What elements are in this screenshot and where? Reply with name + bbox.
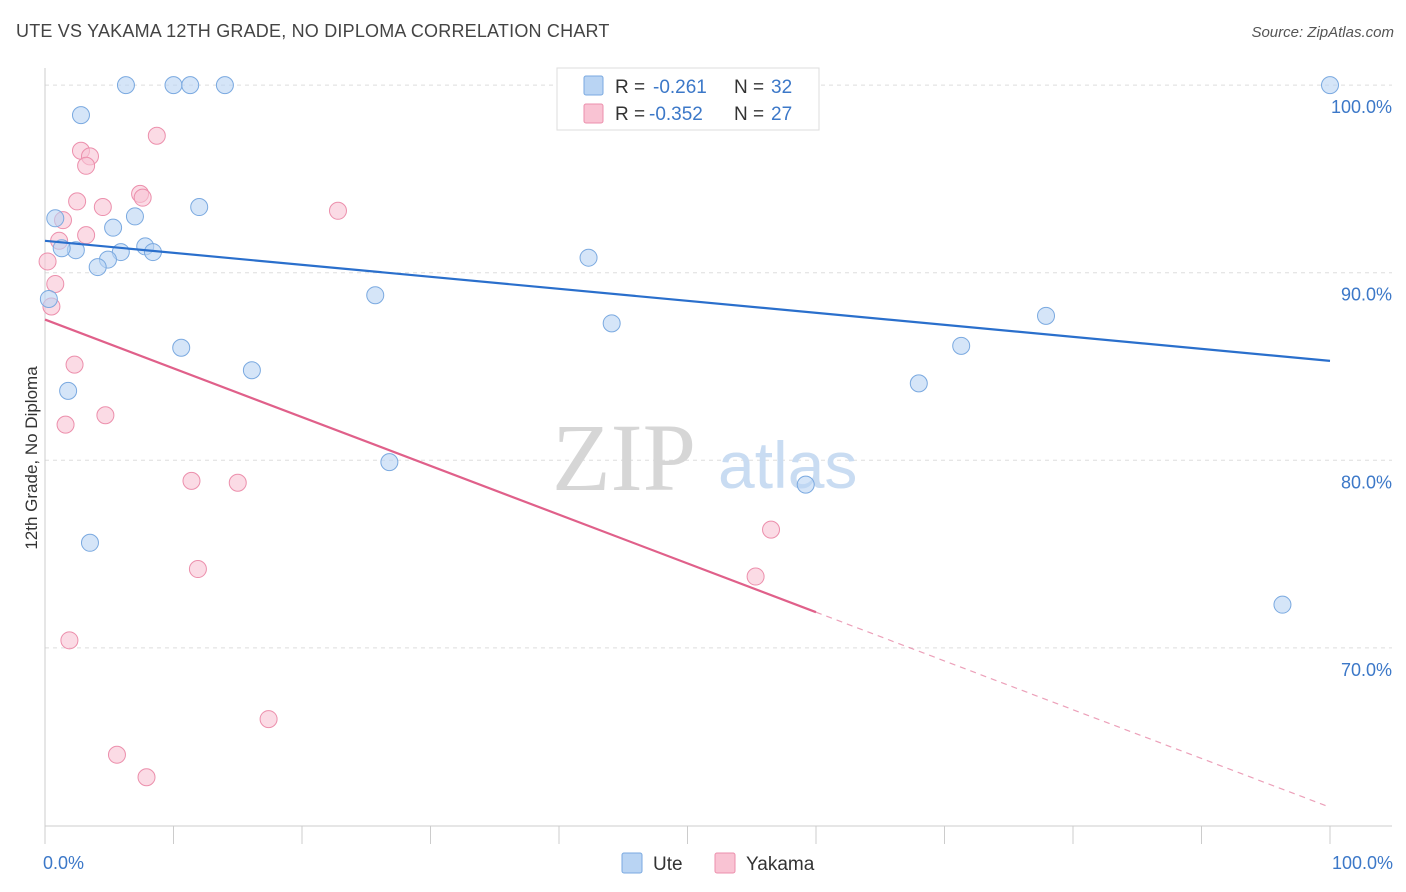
ute-point [181, 76, 200, 95]
ute-point [88, 258, 107, 277]
ute-point [796, 475, 815, 494]
ute-point [579, 248, 598, 267]
ute-point [1321, 76, 1339, 95]
yakama-point [56, 415, 75, 434]
ute-point [46, 209, 65, 228]
ute-point [366, 286, 385, 305]
yakama-point [746, 567, 765, 586]
ute-point [52, 239, 71, 258]
watermark-atlas: atlas [718, 428, 857, 502]
ute-point [71, 106, 90, 125]
ute-point [172, 338, 191, 357]
yakama-points [38, 126, 781, 787]
ute-point [104, 218, 123, 237]
stats-legend: R = -0.261 N = 32 R = -0.352 N = 27 [556, 67, 820, 131]
y-tick-label: 100.0% [1331, 97, 1392, 117]
source-label: Source: ZipAtlas.com [1251, 24, 1394, 41]
ute-point [80, 533, 99, 552]
ute-point [59, 381, 78, 400]
yakama-point [60, 631, 79, 650]
axes [44, 68, 1392, 844]
ute-point [39, 289, 58, 308]
ute-trend-line [44, 239, 1331, 362]
ute-point [125, 207, 144, 226]
yakama-point [77, 226, 96, 245]
yakama-point [96, 406, 115, 425]
y-tick-label: 70.0% [1341, 660, 1392, 680]
yakama-series-swatch [714, 852, 736, 874]
yakama-point [68, 192, 87, 211]
yakama-point [762, 520, 781, 539]
x-tick-label: 0.0% [43, 853, 84, 873]
ute-r-label: R = [615, 77, 645, 98]
yakama-point [228, 473, 247, 492]
yakama-point [93, 198, 112, 217]
yakama-point [188, 560, 207, 579]
yakama-point [328, 201, 347, 220]
yakama-trend-line [44, 318, 817, 614]
ute-point [215, 76, 234, 95]
ute-series-label: Ute [653, 854, 683, 875]
yakama-point [137, 768, 156, 787]
ute-point [242, 361, 261, 380]
ute-point [952, 336, 971, 355]
ute-points [39, 76, 1339, 614]
yakama-point [133, 188, 152, 207]
ute-point [116, 76, 135, 95]
yakama-point [147, 126, 166, 145]
yakama-trend-extension [815, 611, 1331, 808]
yakama-point [38, 252, 57, 271]
ute-point [602, 314, 621, 333]
ute-r-value: -0.261 [653, 77, 707, 98]
ute-legend-swatch [583, 75, 604, 96]
x-tick-label: 100.0% [1332, 853, 1393, 873]
yakama-point [65, 355, 84, 374]
yakama-n-value: 27 [771, 104, 792, 125]
ute-n-label: N = [734, 77, 764, 98]
yakama-legend-swatch [583, 103, 604, 124]
y-tick-label: 90.0% [1341, 285, 1392, 305]
ute-point [909, 374, 928, 393]
yakama-r-label: R = [615, 104, 645, 125]
ute-point [1273, 595, 1292, 614]
yakama-point [259, 710, 278, 729]
trend-lines [44, 239, 1331, 808]
ute-point [1037, 306, 1056, 325]
yakama-point [77, 156, 96, 175]
ute-series-swatch [621, 852, 643, 874]
yakama-r-value: -0.352 [649, 104, 703, 125]
y-axis-title: 12th Grade, No Diploma [22, 366, 41, 550]
yakama-point [107, 745, 126, 764]
yakama-point [46, 274, 65, 293]
ute-point [190, 198, 209, 217]
watermark-zip: ZIP [552, 404, 696, 511]
chart-title: UTE VS YAKAMA 12TH GRADE, NO DIPLOMA COR… [16, 21, 610, 41]
ute-point [164, 76, 183, 95]
tick-labels: 100.0% 90.0% 80.0% 70.0% 0.0% 100.0% [43, 97, 1393, 873]
watermark: ZIP atlas [552, 404, 857, 511]
ute-point [380, 453, 399, 472]
y-tick-label: 80.0% [1341, 472, 1392, 492]
yakama-point [182, 471, 201, 490]
yakama-series-label: Yakama [746, 854, 815, 875]
yakama-n-label: N = [734, 104, 764, 125]
ute-n-value: 32 [771, 77, 792, 98]
series-legend: Ute Yakama [621, 852, 815, 875]
